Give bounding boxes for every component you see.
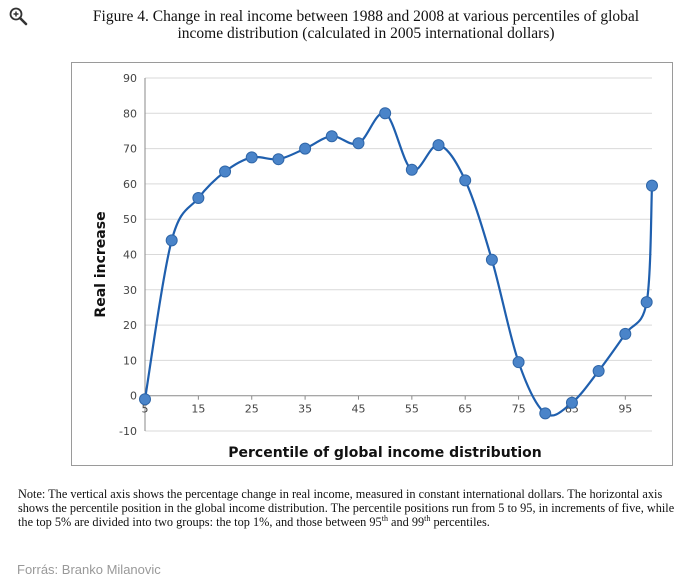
data-point — [352, 137, 365, 150]
data-point — [325, 130, 338, 143]
x-tick-label: 5 — [142, 403, 149, 416]
y-tick-label: 70 — [123, 143, 137, 156]
data-point — [432, 139, 445, 152]
figure-note: Note: The vertical axis shows the percen… — [18, 487, 676, 529]
x-tick-label: 55 — [405, 403, 419, 416]
y-tick-label: 20 — [123, 319, 137, 332]
y-tick-label: 40 — [123, 249, 137, 262]
data-point — [272, 153, 285, 166]
y-axis-label: Real increase — [93, 211, 109, 317]
data-point — [245, 151, 258, 164]
note-text-2: and 99 — [387, 515, 425, 529]
data-point — [459, 174, 472, 187]
note-superscript-2: th — [424, 513, 431, 523]
data-point — [592, 364, 605, 377]
y-tick-label: 0 — [130, 390, 137, 403]
data-point — [299, 142, 312, 155]
y-tick-label: 80 — [123, 107, 137, 120]
data-point — [565, 396, 578, 409]
data-point — [379, 107, 392, 120]
x-tick-label: 25 — [245, 403, 259, 416]
y-tick-label: 60 — [123, 178, 137, 191]
data-point — [646, 179, 658, 192]
x-tick-label: 65 — [458, 403, 472, 416]
data-point — [619, 327, 632, 340]
series-line — [143, 112, 654, 417]
source-credit: Forrás: Branko Milanovic — [17, 562, 161, 577]
y-tick-label: -10 — [119, 425, 137, 438]
figure-title-line-2: income distribution (calculated in 2005 … — [177, 25, 555, 42]
data-point — [192, 192, 205, 205]
x-tick-label: 95 — [618, 403, 632, 416]
data-point — [165, 234, 178, 247]
y-tick-label: 30 — [123, 284, 137, 297]
x-axis-label: Percentile of global income distribution — [228, 445, 542, 461]
x-tick-label: 45 — [351, 403, 365, 416]
note-superscript-1: th — [381, 513, 388, 523]
data-point — [219, 165, 232, 178]
x-tick-label: 15 — [191, 403, 205, 416]
x-tick-label: 75 — [512, 403, 526, 416]
data-point — [405, 163, 418, 176]
zoom-in-icon[interactable] — [8, 6, 28, 26]
figure-title: Figure 4. Change in real income between … — [60, 8, 672, 42]
note-text-1: Note: The vertical axis shows the percen… — [18, 487, 675, 529]
y-tick-label: 10 — [123, 354, 137, 367]
y-tick-label: 50 — [123, 213, 137, 226]
data-point — [512, 356, 525, 369]
figure-title-line-1: Figure 4. Change in real income between … — [92, 8, 640, 25]
note-text-3: percentiles. — [430, 515, 490, 529]
chart-frame: -10 0 10 20 30 40 50 60 70 80 90 5 15 25 35 45 55 65 75 85 9… — [71, 62, 673, 466]
x-tick-label: 35 — [298, 403, 312, 416]
y-tick-label: 90 — [123, 72, 137, 85]
data-point — [139, 393, 151, 406]
data-point — [539, 407, 552, 420]
data-point — [640, 296, 653, 309]
data-point — [485, 253, 498, 266]
